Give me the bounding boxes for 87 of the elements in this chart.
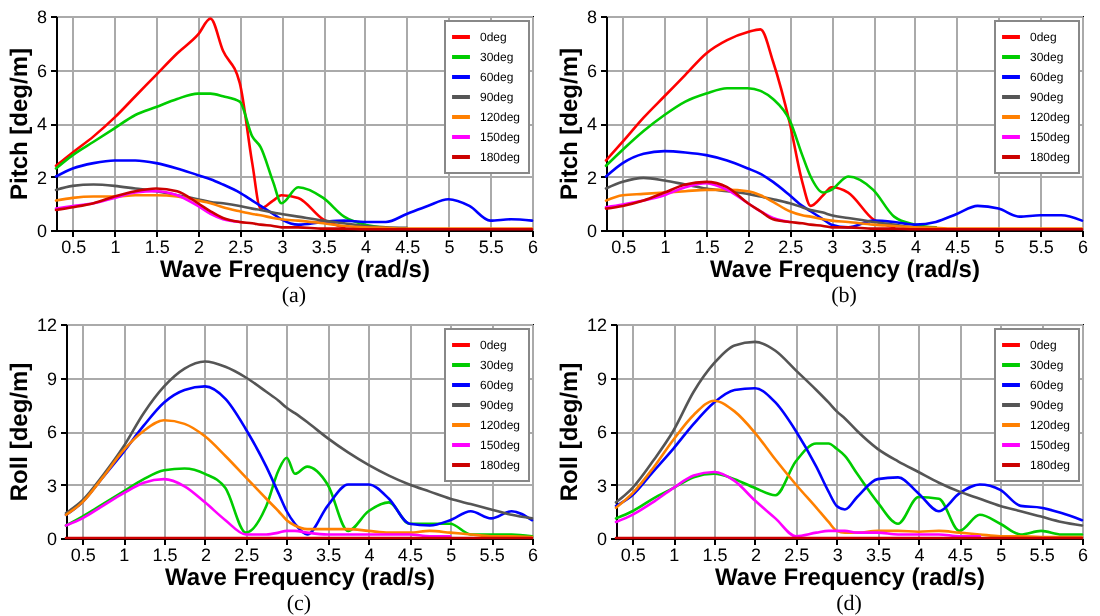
y-tick-label: 12 — [586, 315, 607, 335]
x-tick-label: 3 — [282, 545, 293, 565]
line-series — [54, 183, 409, 230]
x-tick-label: 1.5 — [702, 545, 728, 565]
line-series — [64, 360, 534, 520]
x-tick-label: 5 — [444, 237, 455, 257]
x-tick-label: 1.5 — [694, 237, 720, 257]
x-tick-label: 0.5 — [70, 545, 96, 565]
x-tick-label: 2.5 — [784, 545, 810, 565]
text: (c) — [286, 592, 312, 616]
x-tick-label: 2 — [200, 545, 211, 565]
x-tick-label: 1.5 — [144, 237, 170, 257]
x-tick-label: 5 — [996, 545, 1007, 565]
x-tick-label: 6 — [1077, 237, 1089, 257]
x-tick-label: 1 — [110, 237, 121, 257]
x-tick-label: 0.5 — [620, 545, 646, 565]
line-series — [614, 470, 982, 538]
y-tick-label: 0 — [596, 529, 607, 549]
text: (b) — [831, 284, 858, 308]
x-tick-label: 2 — [193, 237, 204, 257]
x-tick-label: 4.5 — [395, 237, 421, 257]
y-tick-label: 0 — [36, 221, 47, 241]
x-tick-label: 5 — [446, 545, 457, 565]
y-tick-label: 3 — [46, 475, 57, 496]
x-axis-title: Wave Frequency (rad/s) — [160, 255, 430, 283]
x-tick-label: 5.5 — [1028, 237, 1054, 257]
x-tick-label: 1.5 — [152, 545, 178, 565]
x-tick-label: 4 — [364, 545, 375, 565]
y-tick-label: 6 — [596, 422, 607, 442]
y-tick-label: 6 — [46, 422, 57, 442]
y-tick-label: 12 — [36, 315, 57, 335]
y-axis-title: Pitch [deg/m] — [554, 47, 583, 201]
x-tick-label: 4 — [914, 545, 925, 565]
x-tick-label: 3 — [277, 237, 288, 257]
x-tick-label: 2.5 — [778, 237, 804, 257]
y-tick-label: 0 — [586, 221, 597, 241]
x-axis-title: Wave Frequency (rad/s) — [710, 255, 980, 283]
x-tick-label: 5.5 — [479, 545, 505, 565]
x-tick-label: 0.5 — [611, 237, 637, 257]
text: (a) — [281, 284, 307, 308]
y-tick-label: 8 — [586, 7, 597, 27]
y-tick-label: 2 — [36, 167, 47, 188]
x-tick-label: 6 — [527, 545, 539, 565]
y-tick-label: 9 — [46, 368, 57, 389]
y-tick-label: 9 — [596, 368, 607, 389]
x-tick-label: 3.5 — [866, 545, 892, 565]
text: (d) — [836, 592, 863, 616]
x-tick-label: 5.5 — [1029, 545, 1055, 565]
y-axis-title: Roll [deg/m] — [4, 362, 33, 502]
x-tick-label: 4 — [360, 237, 371, 257]
x-tick-label: 4.5 — [947, 545, 973, 565]
y-tick-label: 0 — [46, 529, 57, 549]
x-tick-label: 2 — [750, 545, 761, 565]
x-tick-label: 4.5 — [397, 545, 423, 565]
x-tick-label: 2 — [743, 237, 754, 257]
x-tick-label: 4 — [910, 237, 921, 257]
x-tick-label: 6 — [1077, 545, 1089, 565]
x-tick-label: 6 — [527, 237, 539, 257]
y-tick-label: 4 — [36, 114, 47, 134]
x-tick-label: 3.5 — [861, 237, 887, 257]
x-axis-title: Wave Frequency (rad/s) — [715, 563, 985, 591]
y-axis-title: Roll [deg/m] — [554, 362, 583, 502]
x-tick-label: 4.5 — [945, 237, 971, 257]
x-tick-label: 3 — [827, 237, 838, 257]
x-tick-label: 0.5 — [61, 237, 87, 257]
y-tick-label: 2 — [586, 167, 597, 188]
line-series — [604, 181, 792, 224]
x-tick-label: 2.5 — [228, 237, 254, 257]
line-series — [64, 477, 452, 538]
x-tick-label: 1 — [669, 545, 680, 565]
line-series — [614, 340, 1084, 527]
x-tick-label: 3 — [832, 545, 843, 565]
x-tick-label: 5.5 — [478, 237, 504, 257]
y-tick-label: 8 — [36, 7, 47, 27]
x-axis-title: Wave Frequency (rad/s) — [165, 563, 435, 591]
x-tick-label: 1 — [660, 237, 671, 257]
x-tick-label: 5 — [994, 237, 1005, 257]
x-tick-label: 1 — [119, 545, 130, 565]
line-series — [604, 86, 938, 229]
y-tick-label: 6 — [36, 60, 47, 81]
y-tick-label: 6 — [586, 60, 597, 81]
y-tick-label: 3 — [596, 475, 607, 496]
x-tick-label: 3.5 — [311, 237, 337, 257]
x-tick-label: 2.5 — [234, 545, 260, 565]
x-tick-label: 3.5 — [316, 545, 342, 565]
y-tick-label: 4 — [586, 114, 597, 134]
y-axis-title: Pitch [deg/m] — [4, 47, 33, 201]
